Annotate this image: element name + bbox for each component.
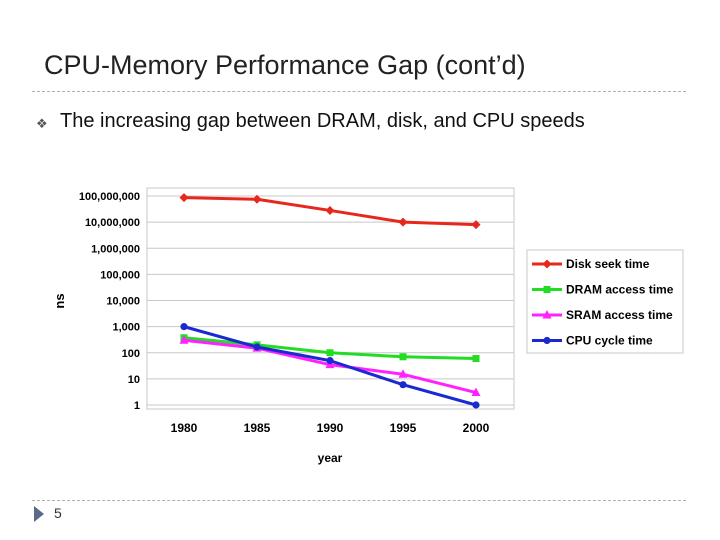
x-tick-label: 1985: [244, 421, 271, 435]
data-point: [471, 387, 481, 397]
data-point: [179, 193, 189, 203]
data-point: [252, 194, 262, 204]
data-point: [471, 220, 481, 230]
data-point: [180, 323, 188, 331]
series-disk-seek-time: [179, 193, 481, 230]
y-axis-label: ns: [52, 293, 67, 308]
footer-divider: [32, 500, 686, 501]
legend-label: SRAM access time: [566, 308, 673, 322]
bullet-text: The increasing gap between DRAM, disk, a…: [60, 110, 585, 132]
page-marker-icon: [34, 506, 44, 522]
legend-marker: [543, 336, 551, 345]
legend-box: [526, 249, 684, 354]
legend-marker: [542, 259, 552, 269]
y-tick-label: 10: [128, 374, 140, 386]
data-point: [179, 335, 189, 344]
data-point: [326, 349, 334, 357]
x-axis-label: year: [318, 451, 343, 465]
y-tick-label: 100,000,000: [79, 191, 140, 203]
data-point: [399, 381, 407, 389]
y-tick-label: 1: [134, 400, 140, 412]
data-point: [253, 343, 261, 351]
y-tick-label: 1,000: [112, 322, 140, 334]
plot-area: [146, 187, 515, 410]
legend-label: Disk seek time: [566, 257, 650, 271]
x-tick-label: 2000: [463, 421, 490, 435]
x-tick-label: 1980: [171, 421, 198, 435]
y-tick-label: 1,000,000: [91, 243, 140, 255]
series-cpu-cycle-time: [180, 323, 480, 409]
legend-marker: [542, 310, 552, 319]
y-tick-label: 10,000,000: [85, 217, 140, 229]
data-point: [398, 217, 408, 227]
page-number: 5: [54, 505, 62, 521]
square-bullet-icon: ❖: [36, 116, 48, 131]
y-tick-label: 100,000: [100, 269, 140, 281]
data-point: [399, 353, 407, 361]
x-tick-label: 1990: [317, 421, 344, 435]
line-chart: 1 10 100 1,000 10,000 100,000 1,000,000 10,000,…: [52, 187, 684, 465]
title-divider: [32, 91, 686, 92]
slide-title: CPU-Memory Performance Gap (cont’d): [44, 50, 526, 80]
legend-label: CPU cycle time: [566, 334, 653, 348]
data-point: [472, 401, 480, 409]
legend-label: DRAM access time: [566, 283, 674, 297]
data-point: [398, 369, 408, 378]
data-point: [326, 357, 334, 365]
y-tick-label: 100: [122, 348, 140, 360]
y-tick-label: 10,000: [106, 296, 140, 308]
legend-marker: [543, 286, 551, 293]
x-tick-label: 1995: [390, 421, 417, 435]
data-point: [472, 355, 480, 363]
data-point: [325, 205, 335, 215]
